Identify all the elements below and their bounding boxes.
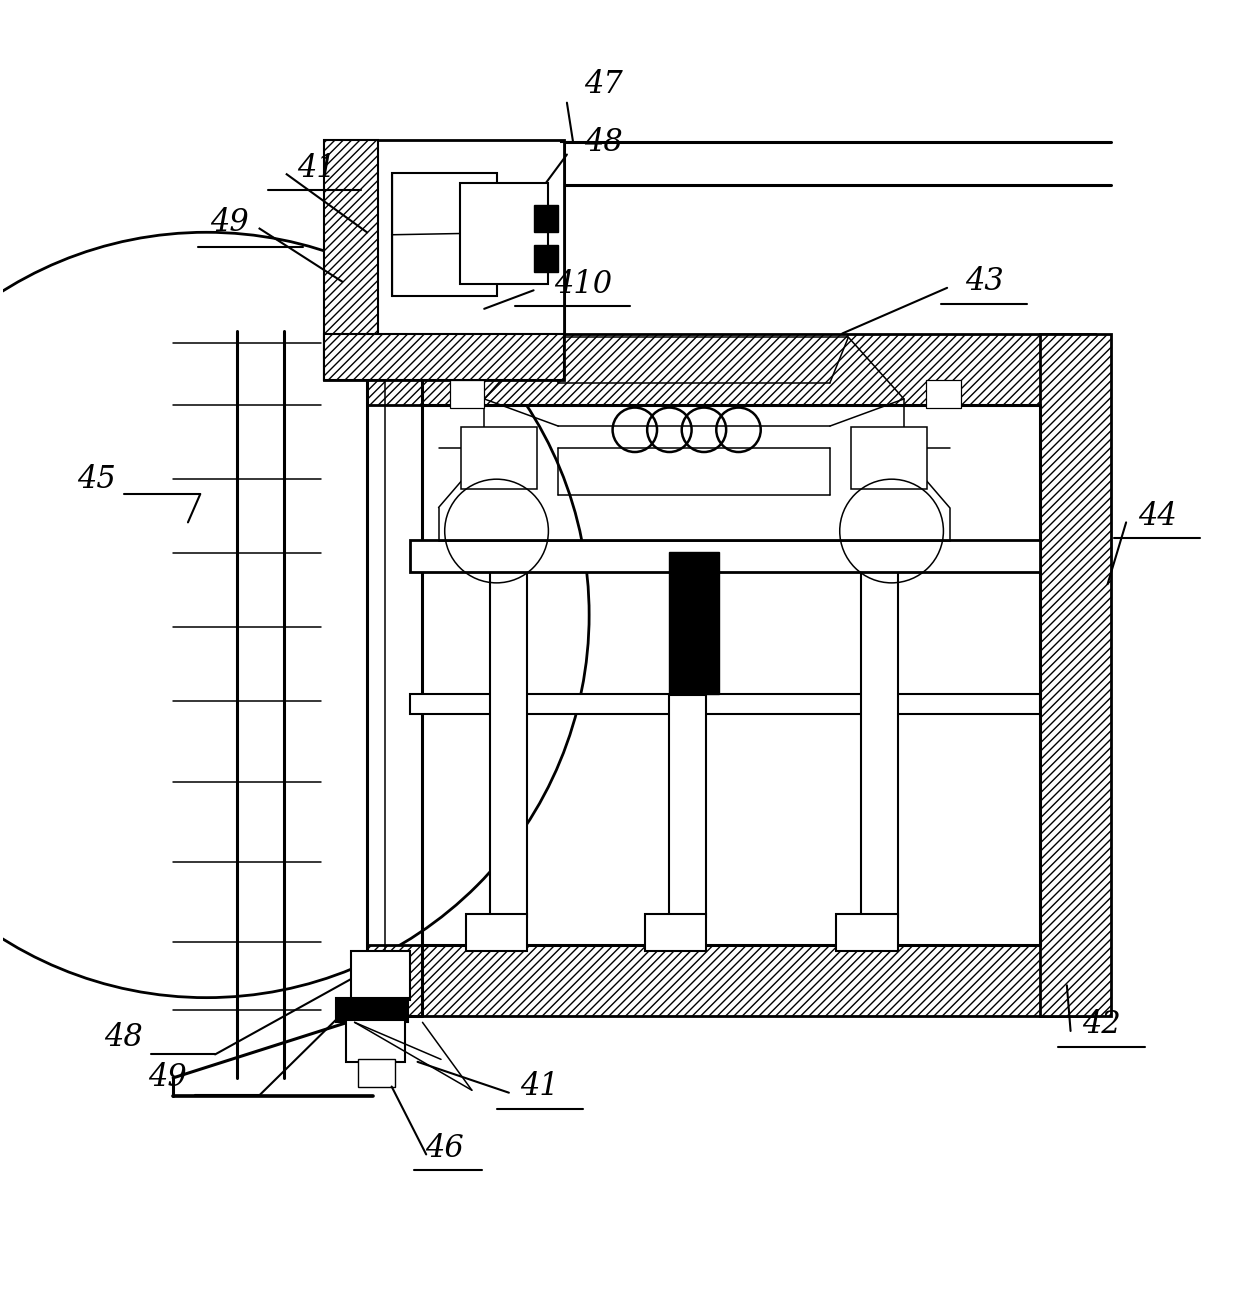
Text: 41: 41 (521, 1071, 559, 1102)
Bar (1039, 334, 1111, 1016)
Text: 42: 42 (1083, 1009, 1121, 1041)
Text: 43: 43 (965, 266, 1003, 297)
Bar (450, 381, 484, 408)
Bar (346, 1020, 405, 1061)
Bar (461, 428, 537, 489)
Bar (926, 381, 961, 408)
Bar (533, 205, 558, 232)
Bar (410, 694, 1039, 713)
Text: 45: 45 (77, 464, 115, 494)
Text: 41: 41 (298, 153, 336, 184)
Text: 48: 48 (584, 126, 624, 158)
Bar (836, 914, 898, 951)
Bar (324, 140, 564, 381)
Text: 48: 48 (104, 1021, 143, 1052)
Bar (336, 998, 408, 1022)
Bar (410, 540, 1039, 571)
Text: 410: 410 (554, 269, 613, 300)
Bar (490, 570, 527, 918)
Bar (851, 428, 928, 489)
Text: 49: 49 (149, 1063, 187, 1093)
Bar (460, 183, 548, 284)
Bar (392, 173, 496, 296)
Bar (861, 570, 898, 918)
Bar (324, 334, 564, 381)
Bar (533, 245, 558, 271)
Text: 46: 46 (425, 1133, 464, 1163)
Text: 49: 49 (210, 207, 249, 237)
Bar (645, 914, 707, 951)
Bar (324, 140, 378, 381)
Bar (367, 944, 1095, 1016)
Bar (466, 914, 527, 951)
Text: 47: 47 (584, 69, 624, 99)
Bar (670, 552, 719, 694)
Text: 44: 44 (1137, 501, 1177, 532)
Bar (670, 695, 707, 918)
Bar (358, 1059, 396, 1086)
Bar (351, 951, 410, 1000)
Bar (367, 334, 1095, 406)
